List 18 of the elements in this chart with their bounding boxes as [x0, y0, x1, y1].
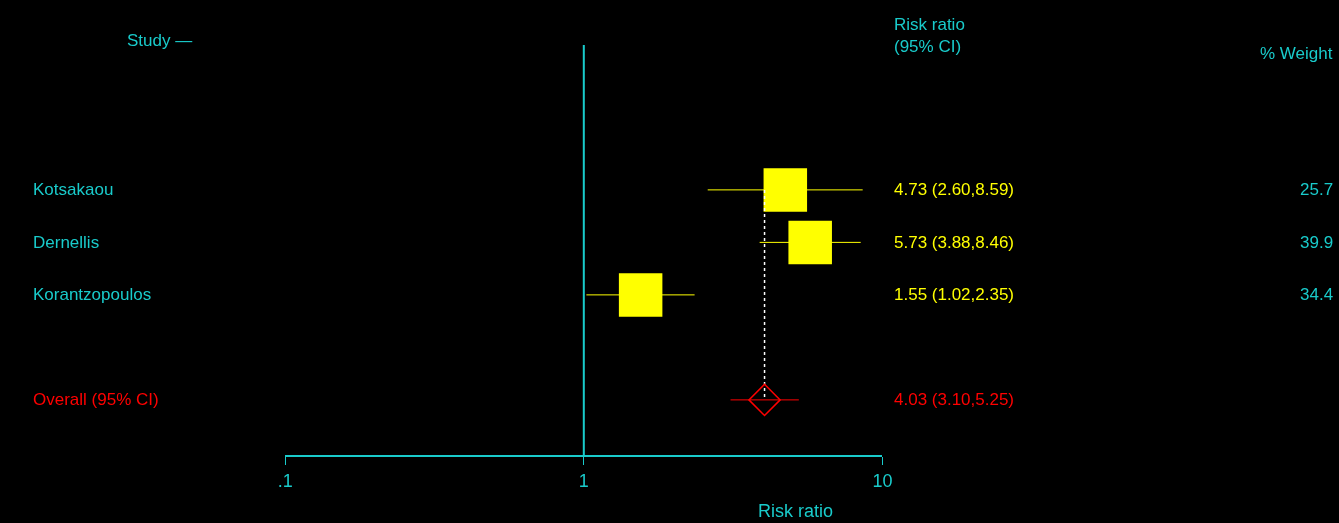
text: 34.4 — [1300, 285, 1334, 304]
x-tick-label: 1 — [578, 470, 589, 491]
text: Risk ratio (95% CI) — [894, 15, 965, 57]
text: % Weight — [1260, 44, 1333, 63]
text: 4.03 (3.10,5.25) — [894, 390, 1015, 409]
x-tick-label: 10 — [872, 470, 893, 491]
text: 1.55 (1.02,2.35) — [894, 285, 1015, 304]
text: 25.7 — [1300, 180, 1334, 199]
text: 5.73 (3.88,8.46) — [894, 233, 1015, 252]
y-tick-label: Overall (95% CI) — [33, 390, 159, 409]
y-tick-label: Korantzopoulos — [33, 285, 152, 304]
x-tick-label: .1 — [277, 470, 293, 491]
y-tick-label: Kotsakaou — [33, 180, 114, 199]
text: 4.73 (2.60,8.59) — [894, 180, 1015, 199]
chart-title: Study — — [127, 31, 193, 50]
text: 39.9 — [1300, 233, 1334, 252]
y-tick-label: Dernellis — [33, 233, 100, 252]
x-axis-title: Risk ratio — [758, 501, 834, 521]
